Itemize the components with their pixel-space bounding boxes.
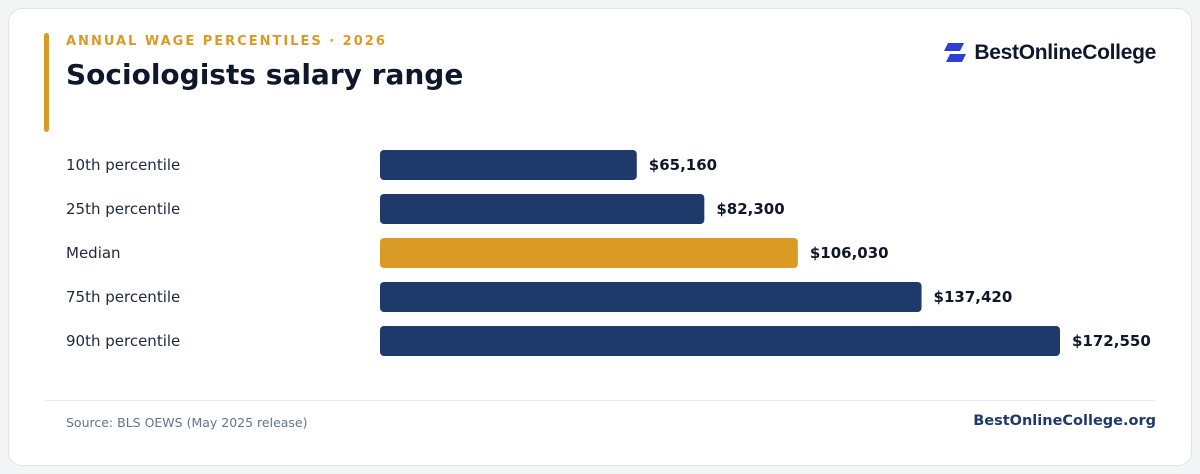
footer-divider bbox=[44, 400, 1156, 401]
eyebrow-label: ANNUAL WAGE PERCENTILES · 2026 bbox=[66, 34, 387, 49]
logo-text: BestOnlineCollege bbox=[974, 41, 1156, 64]
value-label: $82,300 bbox=[716, 200, 784, 218]
chart-card bbox=[8, 8, 1192, 466]
category-label: 90th percentile bbox=[66, 332, 180, 350]
accent-rule bbox=[44, 33, 49, 132]
value-label: $137,420 bbox=[934, 288, 1013, 306]
value-label: $106,030 bbox=[810, 244, 889, 262]
bar-25th-percentile bbox=[380, 194, 705, 224]
value-label: $172,550 bbox=[1072, 332, 1151, 350]
bar-median bbox=[380, 238, 798, 268]
bar-75th-percentile bbox=[380, 282, 922, 312]
chart-title: Sociologists salary range bbox=[66, 58, 464, 91]
brand-logo[interactable]: BestOnlineCollege bbox=[942, 40, 1156, 66]
bar-90th-percentile bbox=[380, 326, 1060, 356]
category-label: 25th percentile bbox=[66, 200, 180, 218]
footer-brand-link[interactable]: BestOnlineCollege.org bbox=[973, 413, 1156, 429]
value-label: $65,160 bbox=[649, 156, 717, 174]
category-label: 10th percentile bbox=[66, 156, 180, 174]
source-note: Source: BLS OEWS (May 2025 release) bbox=[66, 415, 308, 430]
category-label: Median bbox=[66, 244, 121, 262]
category-label: 75th percentile bbox=[66, 288, 180, 306]
bar-10th-percentile bbox=[380, 150, 637, 180]
logo-mark-icon bbox=[944, 43, 967, 62]
